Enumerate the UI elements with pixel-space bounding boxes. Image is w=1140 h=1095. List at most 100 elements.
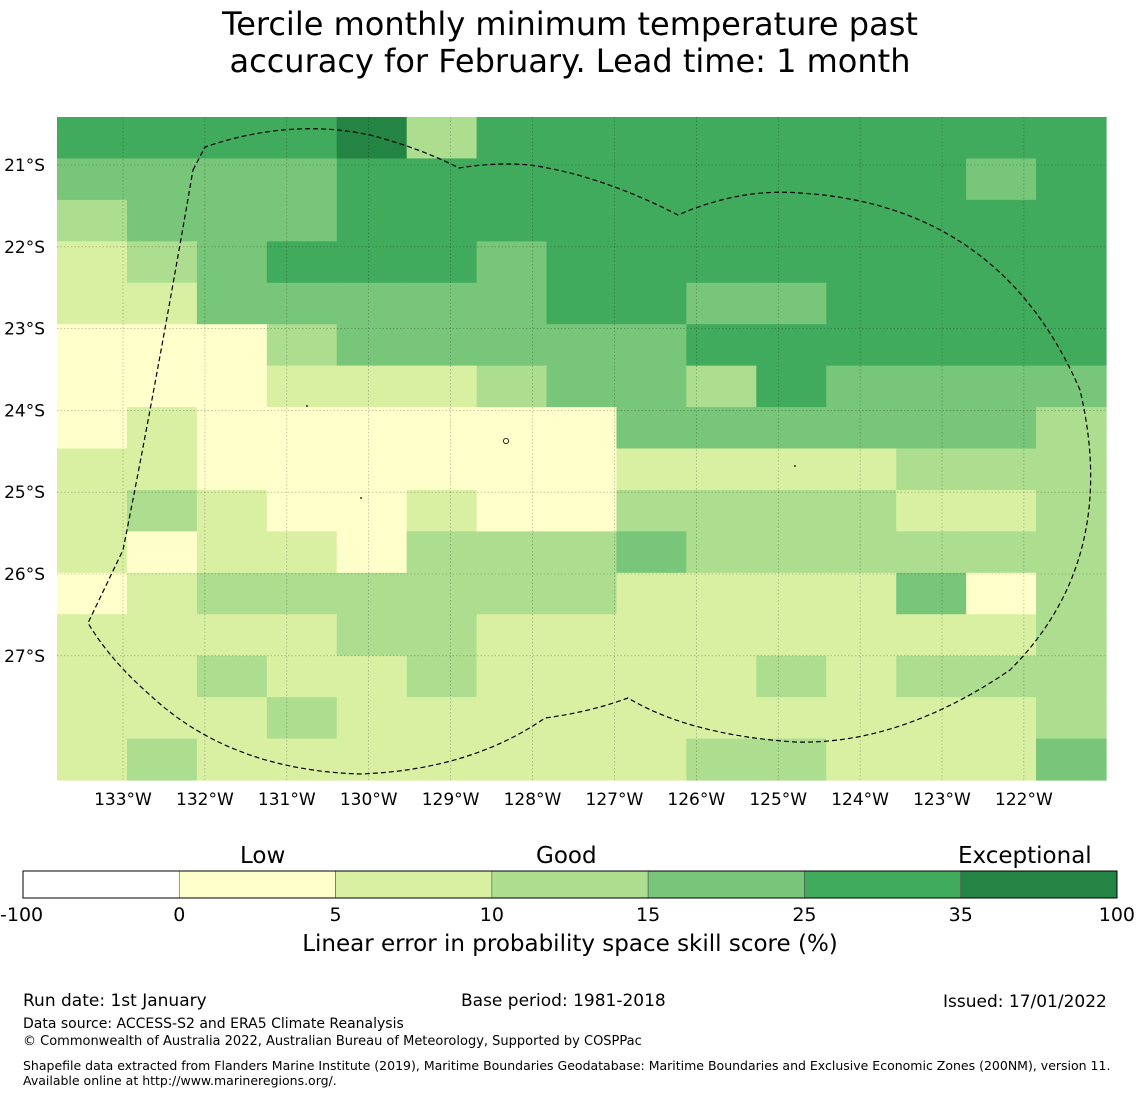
grid-cell	[196, 158, 268, 201]
grid-cell	[546, 531, 618, 574]
grid-cell	[336, 614, 408, 657]
grid-cell	[616, 572, 687, 615]
latitude-label: 23°S	[4, 320, 45, 340]
grid-cell	[57, 158, 128, 201]
grid-cell	[196, 614, 268, 657]
grid-cell	[196, 655, 268, 698]
grid-cell	[966, 117, 1037, 160]
grid-cell	[756, 614, 827, 657]
grid-cell	[196, 697, 268, 740]
grid-cell	[126, 407, 198, 450]
grid-cell	[266, 324, 338, 367]
grid-cell	[196, 324, 268, 367]
grid-cell	[476, 614, 548, 657]
grid-cell	[336, 282, 408, 325]
grid-cell	[616, 241, 687, 284]
grid-cell	[336, 489, 408, 532]
grid-cell	[406, 738, 478, 781]
grid-cell	[336, 531, 408, 574]
grid-cell	[546, 324, 618, 367]
grid-cell	[1036, 572, 1107, 615]
grid-cell	[336, 448, 408, 491]
grid-cell	[57, 489, 128, 532]
grid-cell	[756, 199, 827, 242]
grid-cell	[266, 365, 338, 408]
grid-cell	[966, 697, 1037, 740]
grid-cell	[546, 241, 618, 284]
colorbar-tick-label: 25	[792, 904, 816, 926]
grid-cell	[336, 158, 408, 201]
colorbar-tick-label: -100	[0, 904, 43, 926]
grid-cell	[896, 282, 967, 325]
grid-cell	[896, 531, 967, 574]
grid-cell	[476, 572, 548, 615]
grid-cell	[826, 282, 897, 325]
grid-cell	[756, 365, 827, 408]
grid-cell	[336, 199, 408, 242]
longitude-label: 131°W	[258, 790, 316, 810]
grid-cell	[126, 531, 198, 574]
grid-cell	[57, 614, 128, 657]
grid-cell	[546, 282, 618, 325]
grid-cell	[476, 241, 548, 284]
grid-cell	[686, 738, 757, 781]
grid-cell	[1036, 655, 1107, 698]
category-exceptional-label: Exceptional	[958, 843, 1092, 869]
grid-cell	[126, 365, 198, 408]
grid-cell	[57, 448, 128, 491]
grid-cell	[616, 448, 687, 491]
grid-cell	[476, 489, 548, 532]
grid-cell	[546, 738, 618, 781]
title-line-1: Tercile monthly minimum temperature past	[222, 5, 918, 43]
grid-cell	[896, 655, 967, 698]
base-period: Base period: 1981-2018	[461, 991, 666, 1011]
grid-cell	[126, 738, 198, 781]
grid-cell	[126, 158, 198, 201]
grid-cell	[826, 407, 897, 450]
grid-cell	[686, 241, 757, 284]
grid-cell	[126, 655, 198, 698]
colorbar: -100 0 5 10 15 25 35 100	[0, 870, 1135, 926]
grid-cell	[546, 448, 618, 491]
grid-cell	[896, 448, 967, 491]
grid-cell	[406, 448, 478, 491]
grid-cell	[336, 655, 408, 698]
colorbar-swatch	[804, 870, 962, 899]
grid-cell	[756, 655, 827, 698]
grid-cell	[476, 282, 548, 325]
grid-cell	[57, 572, 128, 615]
grid-cell	[546, 199, 618, 242]
grid-cell	[896, 614, 967, 657]
longitude-label: 126°W	[667, 790, 725, 810]
grid-cell	[896, 117, 967, 160]
grid-cell	[756, 738, 827, 781]
skill-map: 21°S22°S23°S24°S25°S26°S27°S 133°W 132°W 1…	[4, 117, 1107, 810]
grid-cell	[686, 282, 757, 325]
grid-cell	[57, 697, 128, 740]
grid-cell	[126, 614, 198, 657]
longitude-label: 133°W	[94, 790, 152, 810]
grid-cell	[616, 697, 687, 740]
grid-cell	[57, 365, 128, 408]
issued-date: Issued: 17/01/2022	[943, 992, 1107, 1012]
grid-cell	[57, 117, 128, 160]
grid-cell	[826, 614, 897, 657]
grid-cell	[266, 655, 338, 698]
grid-cell	[756, 407, 827, 450]
grid-cell	[686, 614, 757, 657]
latitude-label: 27°S	[4, 647, 45, 667]
island-marker	[502, 437, 509, 444]
grid-cell	[406, 655, 478, 698]
shapefile-credit: Shapefile data extracted from Flanders M…	[23, 1058, 1111, 1088]
grid-cell	[826, 158, 897, 201]
grid-cell	[126, 117, 198, 160]
run-date: Run date: 1st January	[23, 991, 207, 1011]
grid-cell	[756, 117, 827, 160]
grid-cell	[406, 697, 478, 740]
grid-cell	[966, 199, 1037, 242]
colorbar-swatch	[22, 870, 180, 899]
grid-cell	[756, 282, 827, 325]
grid-cell	[406, 282, 478, 325]
grid-cell	[406, 572, 478, 615]
grid-cell	[126, 241, 198, 284]
